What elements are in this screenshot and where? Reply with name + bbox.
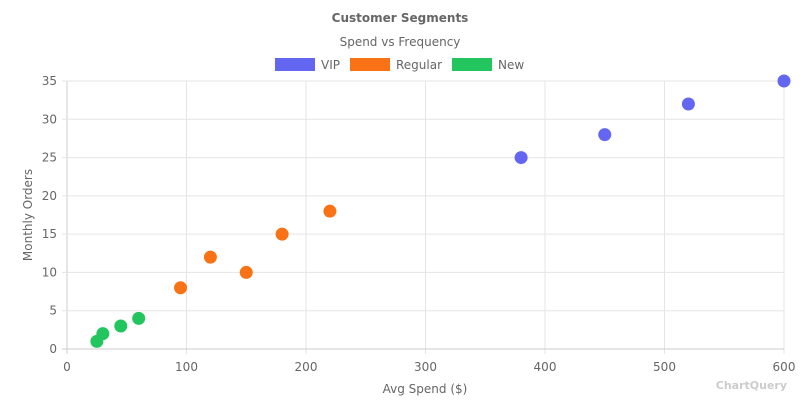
data-point <box>96 327 110 341</box>
y-tick-label: 35 <box>42 74 57 88</box>
legend-label: VIP <box>321 58 340 72</box>
y-tick-label: 30 <box>42 112 57 126</box>
y-tick-label: 10 <box>42 265 57 279</box>
legend-swatch <box>452 58 492 71</box>
data-points <box>90 74 791 348</box>
chart-title: Customer Segments <box>332 11 469 25</box>
data-point <box>681 97 695 111</box>
x-tick-label: 500 <box>653 360 676 374</box>
data-point <box>174 281 188 295</box>
data-point <box>275 227 289 241</box>
x-tick-label: 400 <box>534 360 557 374</box>
y-tick-label: 0 <box>49 342 57 356</box>
y-tick-label: 20 <box>42 189 57 203</box>
x-tick-label: 0 <box>63 360 71 374</box>
y-tick-label: 15 <box>42 227 57 241</box>
x-tick-label: 100 <box>175 360 198 374</box>
data-point <box>323 204 337 218</box>
legend-swatch <box>350 58 390 71</box>
data-point <box>114 319 128 333</box>
data-point <box>239 265 253 279</box>
chart-subtitle: Spend vs Frequency <box>340 35 461 49</box>
legend: VIP Regular New <box>275 58 524 72</box>
x-tick-label: 300 <box>414 360 437 374</box>
data-point <box>132 311 146 325</box>
x-axis-label: Avg Spend ($) <box>383 382 468 396</box>
y-axis-label: Monthly Orders <box>21 169 35 261</box>
data-point <box>203 250 217 264</box>
legend-label: New <box>498 58 524 72</box>
data-point <box>514 151 528 165</box>
y-tick-label: 5 <box>49 304 57 318</box>
watermark: ChartQuery <box>716 379 787 392</box>
y-tick-label: 25 <box>42 151 57 165</box>
data-point <box>777 74 791 88</box>
x-tick-label: 200 <box>295 360 318 374</box>
legend-swatch <box>275 58 315 71</box>
x-tick-label: 600 <box>773 360 796 374</box>
grid: 0 100 200 300 400 500 600 0 5 10 15 20 25 30 35 <box>42 74 796 374</box>
data-point <box>598 128 612 142</box>
legend-label: Regular <box>396 58 442 72</box>
